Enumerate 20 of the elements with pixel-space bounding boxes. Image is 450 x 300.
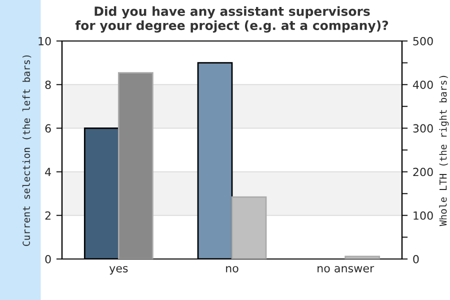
y2-axis-title: Whole LTH (the right bars) xyxy=(439,76,449,226)
chart-title: Did you have any assistant supervisors for your degree project (e.g. at a company)? xyxy=(75,6,388,33)
y-tick-label: 6 xyxy=(45,124,51,133)
y2-tick-label: 200 xyxy=(413,168,433,176)
x-tick-label: yes xyxy=(109,266,128,275)
y-tick-label: 10 xyxy=(38,36,51,46)
y2-tick-label: 300 xyxy=(413,124,433,133)
y-tick-label: 0 xyxy=(45,254,51,264)
y2-tick-label: 0 xyxy=(413,254,419,264)
x-tick-label: no xyxy=(226,266,238,272)
y2-tick-label: 100 xyxy=(414,211,433,220)
y-tick-label: 8 xyxy=(45,80,51,89)
x-tick-label: no answer xyxy=(318,266,374,272)
bar xyxy=(231,196,267,259)
y2-tick-label: 500 xyxy=(413,36,433,46)
y-tick-label: 2 xyxy=(45,211,50,220)
bar xyxy=(344,256,380,259)
y-tick-label: 4 xyxy=(45,168,51,176)
y2-tick-label: 400 xyxy=(412,80,433,89)
y-axis-title: Current selection (the left bars) xyxy=(22,55,32,246)
